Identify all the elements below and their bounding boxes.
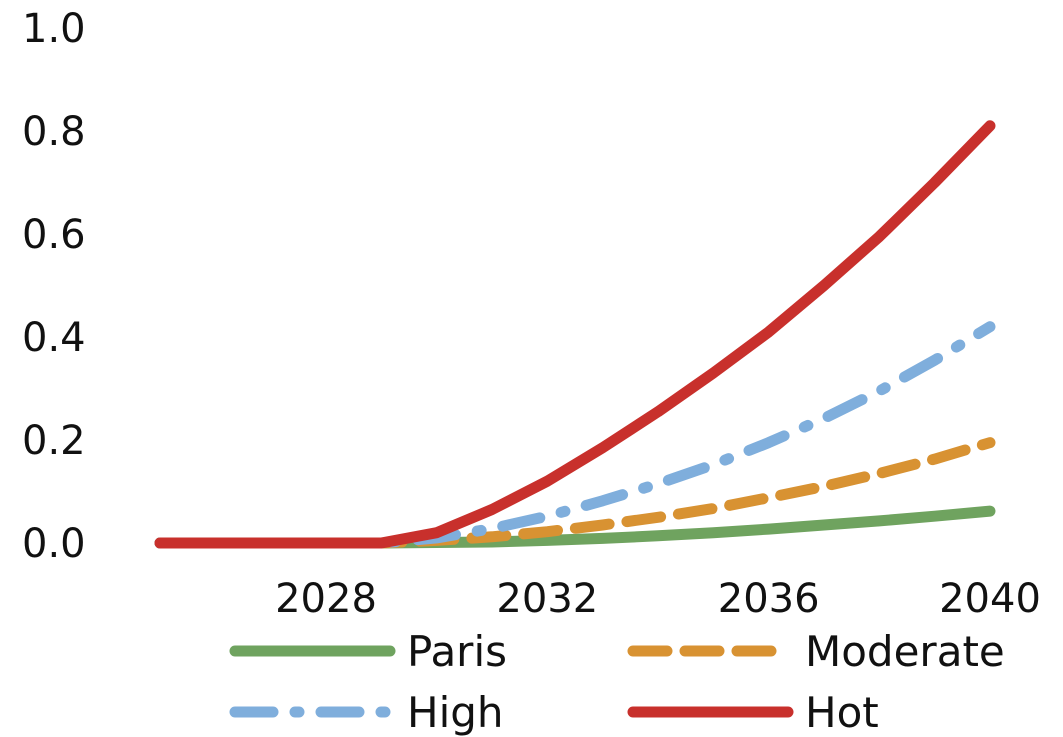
x-axis-tick-labels: 2028 2032 2036 2040 bbox=[275, 576, 1041, 622]
series-line-high bbox=[154, 321, 996, 549]
legend-item-paris: Paris bbox=[229, 627, 507, 676]
series-line-moderate bbox=[154, 437, 996, 549]
y-tick-label: 0.6 bbox=[22, 212, 86, 258]
y-tick-label: 0.8 bbox=[22, 109, 86, 155]
series-line-hot bbox=[154, 120, 996, 549]
x-tick-label: 2040 bbox=[939, 576, 1041, 622]
legend-label: Hot bbox=[805, 688, 879, 737]
y-tick-label: 0.0 bbox=[22, 521, 86, 567]
legend-label: Paris bbox=[407, 627, 507, 676]
x-tick-label: 2036 bbox=[718, 576, 820, 622]
legend-item-hot: Hot bbox=[627, 688, 879, 737]
x-tick-label: 2028 bbox=[275, 576, 377, 622]
y-tick-label: 0.2 bbox=[22, 418, 86, 464]
legend-item-moderate: Moderate bbox=[627, 627, 1005, 676]
y-tick-label: 0.4 bbox=[22, 315, 86, 361]
legend-label: High bbox=[407, 688, 504, 737]
y-tick-label: 1.0 bbox=[22, 6, 86, 52]
y-axis-tick-labels: 0.0 0.2 0.4 0.6 0.8 1.0 bbox=[22, 6, 86, 567]
legend-item-high: High bbox=[229, 688, 504, 737]
x-tick-label: 2032 bbox=[496, 576, 598, 622]
legend: Paris Moderate High Hot bbox=[229, 627, 1005, 737]
legend-label: Moderate bbox=[805, 627, 1005, 676]
series-lines bbox=[154, 120, 996, 549]
